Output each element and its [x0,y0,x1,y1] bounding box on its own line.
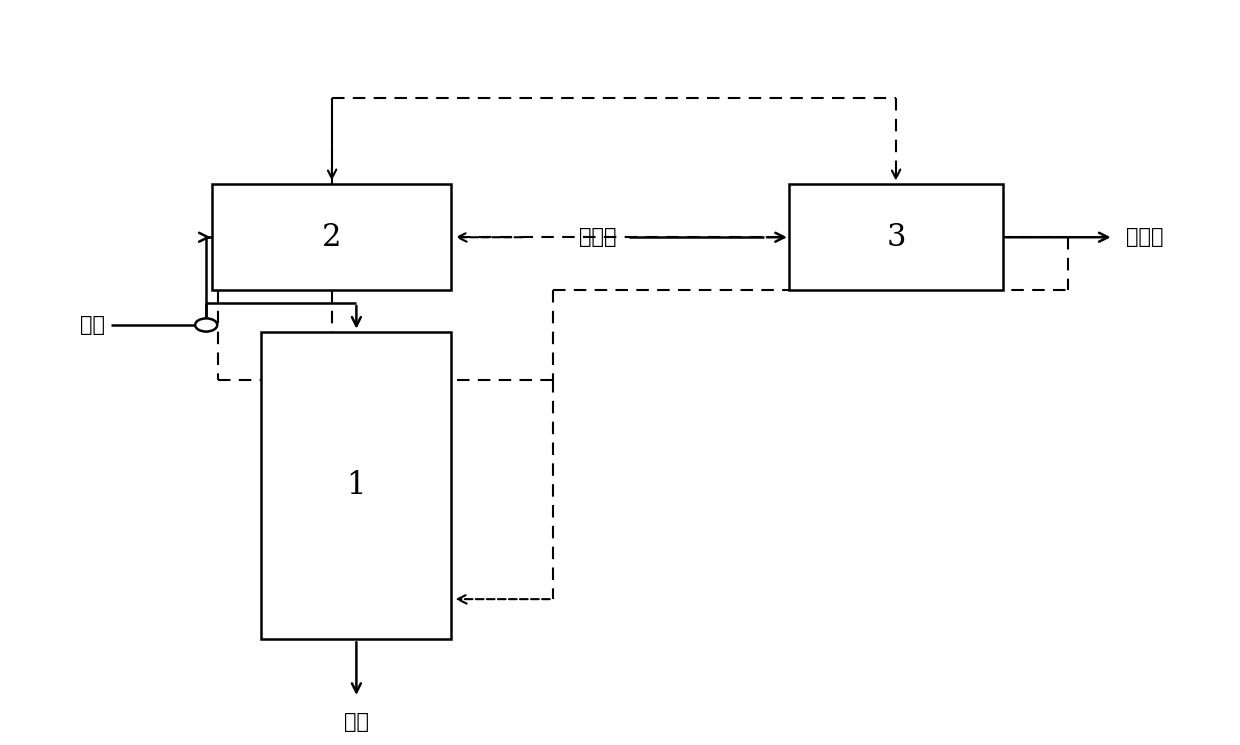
Bar [212,184,451,291]
Circle shape [195,318,217,332]
Text: 产品: 产品 [343,712,368,732]
Text: 1: 1 [347,470,366,501]
Bar [789,184,1003,291]
Text: 冷剂水: 冷剂水 [1126,227,1163,247]
Text: 3: 3 [887,222,905,253]
Text: 冷剂水: 冷剂水 [579,227,618,247]
Text: 2: 2 [322,222,341,253]
Text: 原料: 原料 [81,315,105,335]
Bar [262,332,451,639]
